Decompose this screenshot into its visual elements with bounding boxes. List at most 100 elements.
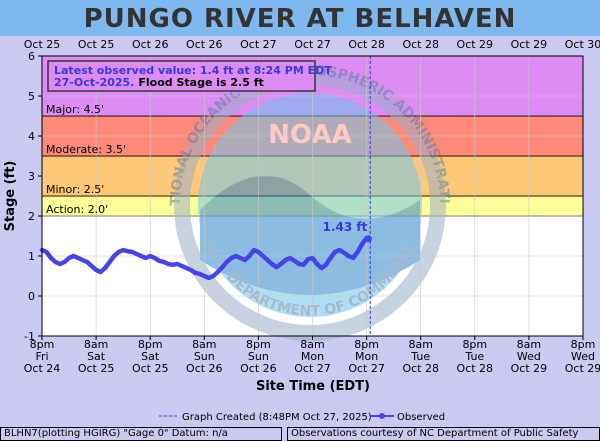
top-tick-label-5: Oct 27 [294, 38, 331, 51]
series-point-0-51 [270, 262, 274, 266]
series-point-0-43 [234, 254, 238, 258]
series-point-0-48 [256, 250, 260, 254]
x-tick-date-2: Oct 25 [132, 362, 169, 375]
band-label-1: Minor: 2.5' [46, 183, 104, 196]
x-tick-date-1: Oct 25 [78, 362, 115, 375]
top-tick-label-4: Oct 27 [240, 38, 277, 51]
latest-observation-line1: Latest observed value: 1.4 ft at 8:24 PM… [54, 64, 332, 77]
series-point-0-7 [72, 254, 76, 258]
top-tick-label-7: Oct 28 [402, 38, 439, 51]
series-point-0-5 [62, 260, 67, 264]
x-tick-day-8: Tue [464, 350, 484, 363]
top-tick-label-2: Oct 26 [132, 38, 169, 51]
y-tick-label-2: 1 [28, 250, 35, 263]
series-point-0-65 [333, 250, 337, 254]
x-tick-day-5: Mon [301, 350, 324, 363]
series-point-0-10 [85, 260, 89, 264]
x-tick-day-9: Wed [517, 350, 541, 363]
x-tick-time-4: 8pm [246, 338, 271, 351]
x-tick-day-10: Wed [571, 350, 595, 363]
series-point-0-17 [117, 250, 121, 254]
series-point-0-36 [202, 274, 206, 278]
series-point-0-6 [67, 256, 71, 260]
series-point-0-2 [49, 256, 53, 260]
y-tick-label-5: 4 [28, 130, 35, 143]
series-point-0-32 [184, 266, 188, 270]
series-point-0-21 [135, 252, 139, 256]
series-point-0-26 [157, 259, 161, 263]
series-point-0-14 [103, 266, 107, 270]
series-point-0-41 [225, 260, 229, 264]
x-tick-time-6: 8pm [354, 338, 379, 351]
y-tick-label-6: 5 [28, 90, 35, 103]
series-point-0-15 [108, 260, 112, 264]
x-tick-time-3: 8am [192, 338, 216, 351]
series-point-0-22 [139, 254, 143, 258]
series-point-0-27 [162, 260, 166, 264]
flood-category-labels: Action: 2.0' Minor: 2.5' Moderate: 3.5' Maj… [46, 103, 126, 216]
series-point-0-40 [220, 265, 224, 269]
series-point-0-49 [261, 254, 265, 258]
last-value-label: 1.43 ft [323, 220, 368, 234]
series-point-0-29 [171, 263, 175, 267]
x-tick-time-5: 8am [300, 338, 324, 351]
latest-observation-date: 27-Oct-2025. [54, 76, 134, 89]
y-tick-label-0: -1 [24, 330, 35, 343]
band-label-2: Moderate: 3.5' [46, 143, 126, 156]
watermark-center: NOAA [268, 120, 351, 150]
x-tick-time-1: 8am [84, 338, 108, 351]
flood-stage-note: Flood Stage is 2.5 ft [138, 76, 263, 89]
series-point-0-62 [319, 266, 324, 270]
series-point-0-25 [153, 256, 157, 260]
series-point-0-66 [338, 248, 342, 252]
series-point-0-38 [211, 274, 215, 278]
x-tick-date-5: Oct 27 [294, 362, 331, 375]
x-tick-date-8: Oct 28 [457, 362, 494, 375]
x-tick-time-8: 8pm [462, 338, 487, 351]
series-point-0-64 [328, 256, 333, 260]
x-tick-time-0: 8pm [30, 338, 55, 351]
series-point-0-3 [53, 260, 58, 264]
series-point-0-1 [44, 250, 49, 254]
x-tick-time-9: 8am [517, 338, 541, 351]
series-point-0-68 [347, 254, 351, 258]
x-tick-time-10: 8pm [571, 338, 596, 351]
series-point-0-67 [342, 251, 346, 255]
series-point-0-54 [283, 258, 288, 262]
y-axis-ticks: -1 0 1 2 3 4 5 6 [24, 50, 42, 343]
series-point-0-23 [144, 256, 148, 260]
series-point-0-30 [175, 262, 179, 266]
x-tick-date-10: Oct 29 [565, 362, 600, 375]
x-tick-date-6: Oct 27 [348, 362, 385, 375]
y-tick-label-1: 0 [28, 290, 35, 303]
series-point-0-46 [247, 254, 251, 258]
latest-observation-line2: 27-Oct-2025. Flood Stage is 2.5 ft [54, 76, 264, 89]
top-tick-label-6: Oct 28 [348, 38, 385, 51]
observed-series: 1.43 ft [39, 220, 372, 281]
last-point-marker [364, 235, 372, 243]
top-tick-label-10: Oct 30 [565, 38, 600, 51]
stage-chart: PUNGO RIVER AT BELHAVEN NATIONAL OCEANIC… [0, 0, 600, 423]
top-tick-label-0: Oct 25 [24, 38, 61, 51]
series-point-0-63 [324, 263, 328, 267]
series-point-0-58 [301, 263, 306, 267]
series-point-0-59 [306, 257, 310, 261]
footer-datum: BLHN7(plotting HGIRG) "Gage 0" Datum: n/… [0, 427, 282, 441]
x-axis-title: Site Time (EDT) [256, 379, 370, 394]
series-point-0-53 [279, 262, 283, 266]
series-point-0-8 [76, 256, 80, 260]
chart-title: PUNGO RIVER AT BELHAVEN [84, 4, 517, 34]
series-point-0-12 [94, 268, 98, 272]
x-tick-time-7: 8am [408, 338, 432, 351]
series-point-0-50 [265, 258, 269, 262]
x-tick-day-4: Sun [248, 350, 269, 363]
watermark-gull-icon [200, 175, 420, 295]
series-point-0-11 [90, 264, 94, 268]
top-tick-label-8: Oct 29 [457, 38, 494, 51]
y-tick-label-3: 2 [28, 210, 35, 223]
x-tick-day-1: Sat [87, 350, 106, 363]
y-axis-title: Stage (ft) [3, 161, 18, 232]
band-label-3: Major: 4.5' [46, 103, 104, 116]
series-point-0-56 [292, 259, 297, 263]
